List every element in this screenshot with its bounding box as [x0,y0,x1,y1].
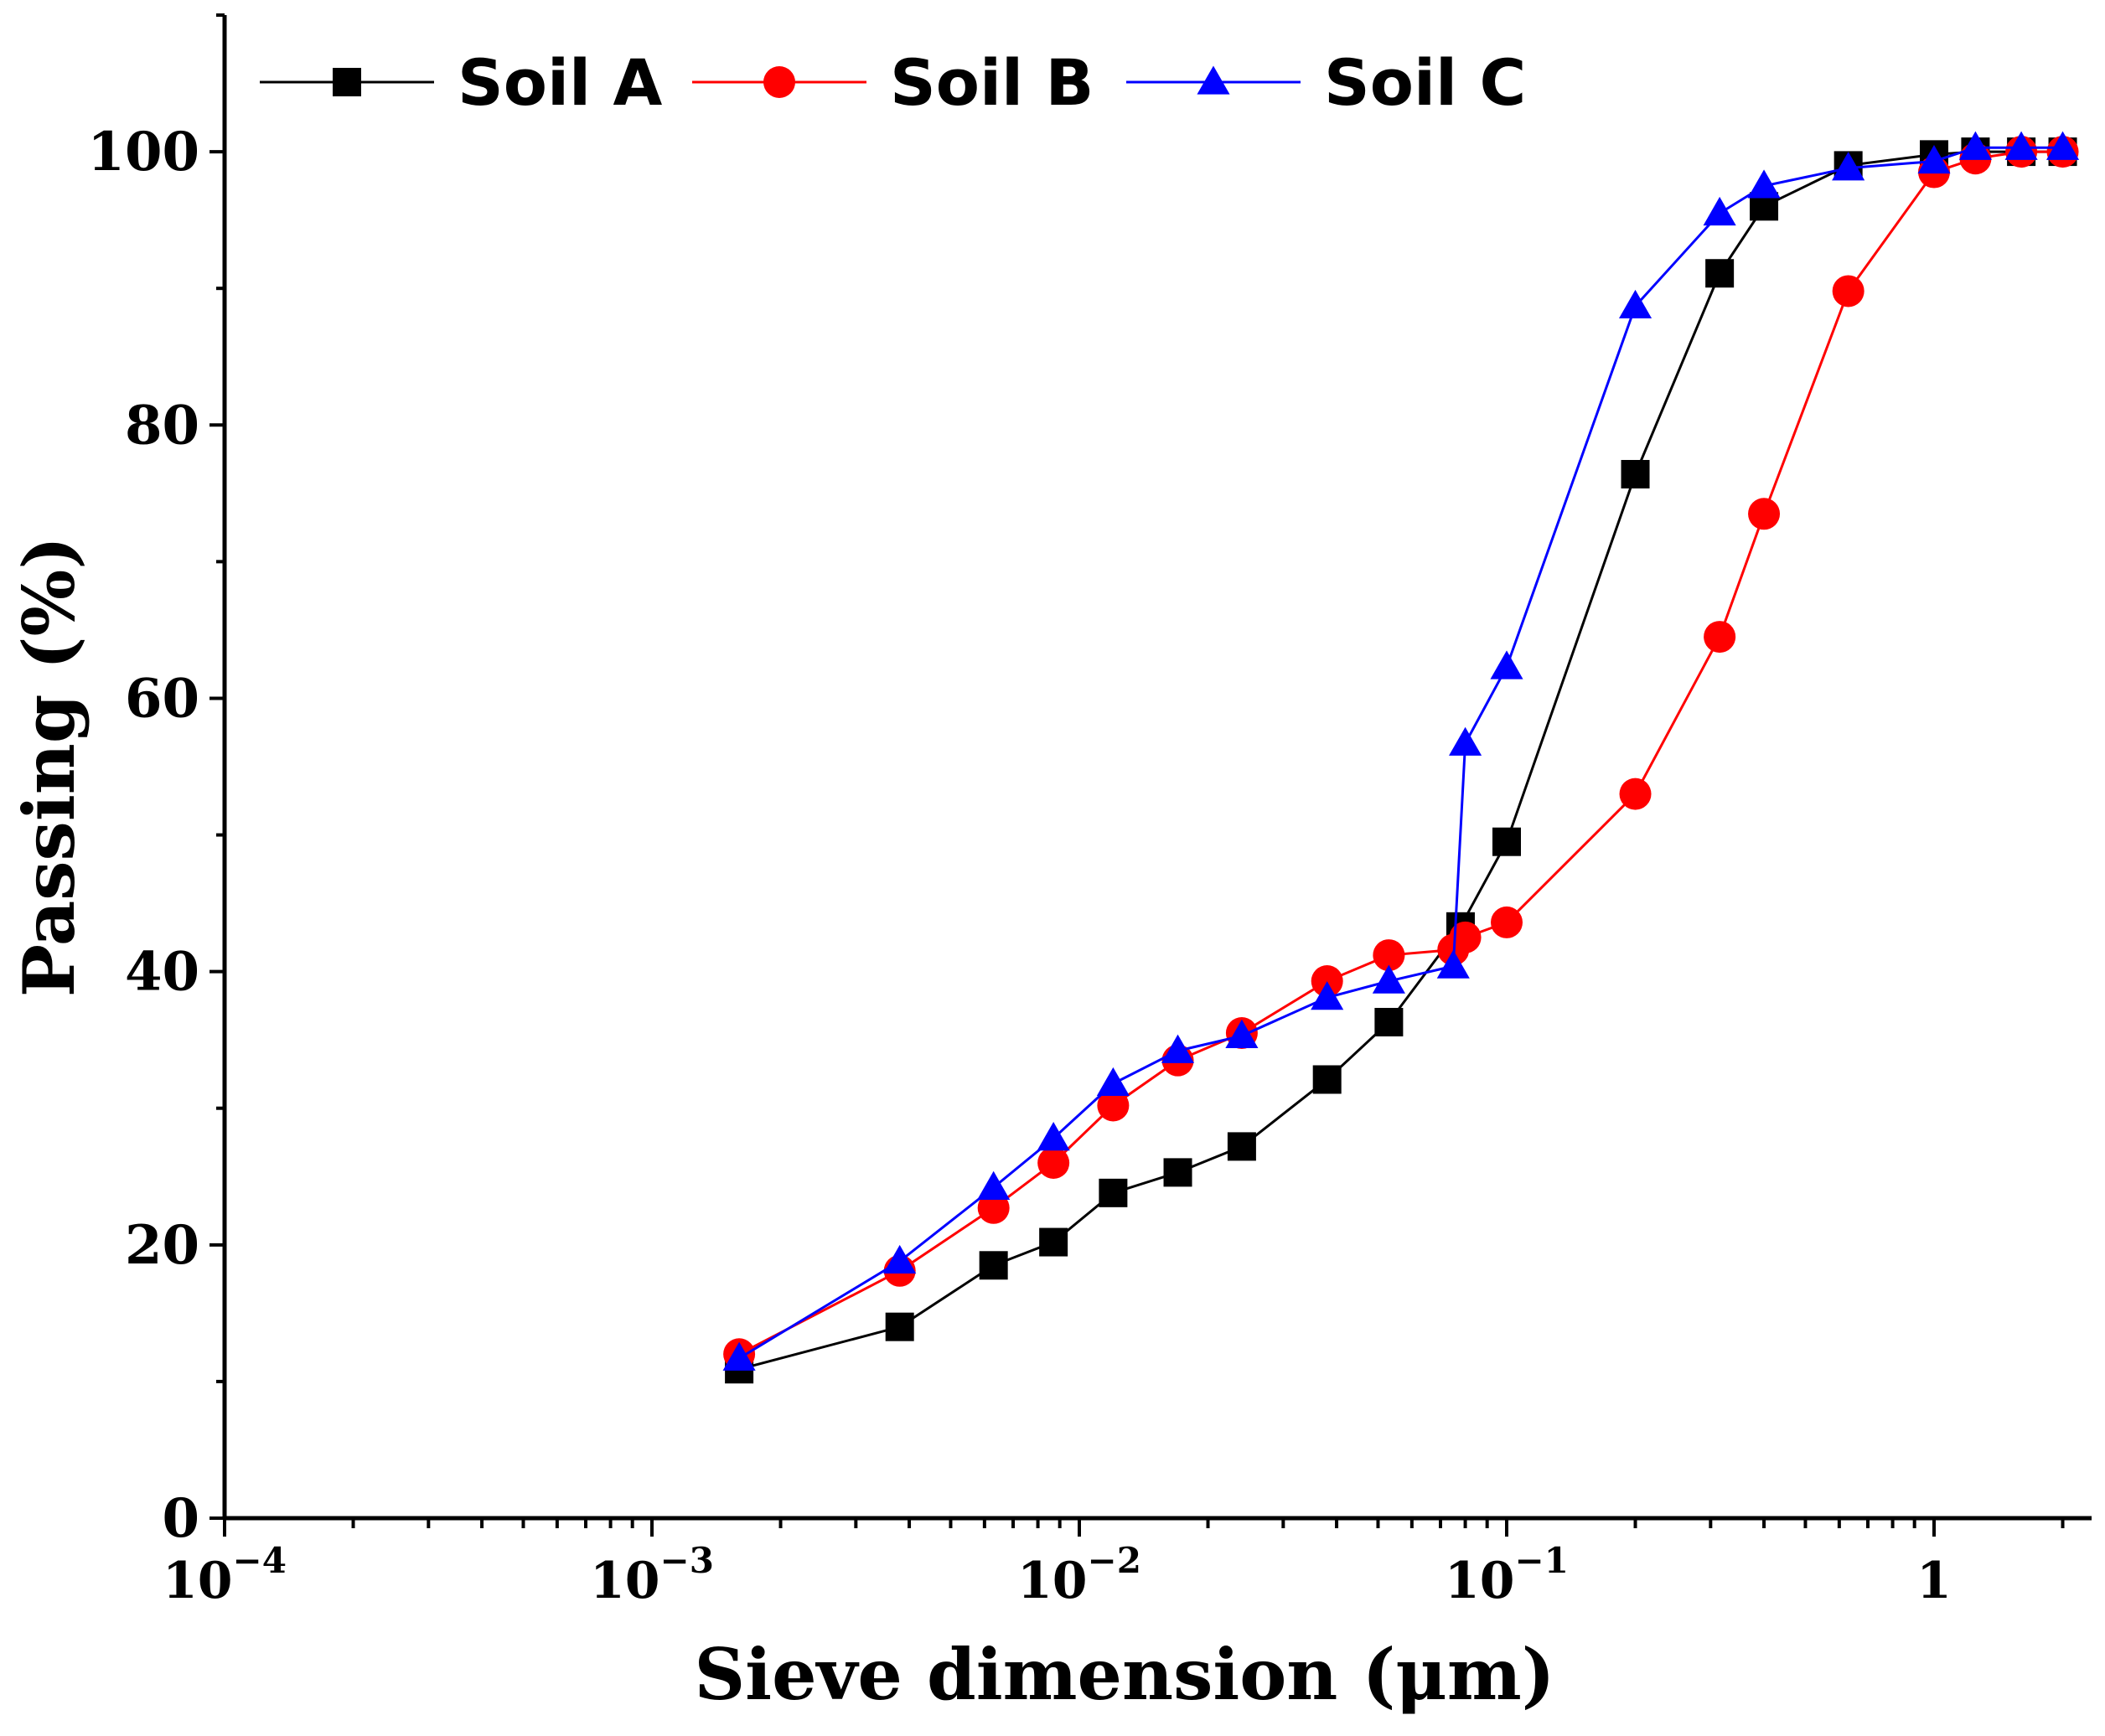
series-line [738,150,2063,1356]
data-point [1227,1132,1256,1161]
data-point [2004,131,2038,160]
x-tick-label: 10−3 [590,1540,714,1610]
data-point [883,1244,917,1274]
x-tick-label: 1 [1916,1552,1952,1610]
legend-item: Soil B [692,45,1094,120]
x-tick-label: 10−4 [163,1540,287,1610]
data-point [1311,965,1343,998]
series-group [722,131,2080,1384]
data-point [1618,289,1652,319]
legend-marker [333,68,361,96]
data-point [977,1191,1010,1224]
legend-marker [763,66,795,98]
data-point [1037,1146,1070,1179]
series-line [738,150,2063,1371]
data-point [1449,726,1482,756]
data-point [1703,196,1736,226]
data-point [1621,459,1650,488]
data-point [1374,1007,1404,1036]
y-tick-label: 0 [162,1487,199,1550]
data-point [1373,939,1405,972]
legend-item: Soil C [1126,45,1526,120]
data-point [1163,1158,1192,1187]
series-soil-c [722,131,2080,1371]
x-tick-label: 10−1 [1445,1540,1569,1610]
data-point [1832,275,1865,307]
data-point [1492,827,1521,856]
data-point [1099,1178,1128,1207]
data-point [722,1341,756,1371]
data-point [1958,131,1992,160]
data-point [1372,964,1405,994]
data-point [1436,949,1470,979]
data-point [1704,621,1736,654]
data-point [1748,498,1781,530]
data-point [1039,1227,1068,1257]
legend-label: Soil A [458,45,663,120]
y-tick-label: 40 [125,941,199,1004]
data-point [1225,1019,1259,1048]
series-soil-a [725,137,2077,1384]
legend: Soil A Soil B Soil C [260,45,1526,120]
x-axis-title: Sieve dimension (μm) [695,1633,1555,1716]
legend-label: Soil C [1324,45,1526,120]
data-point [977,1170,1011,1200]
data-point [1747,169,1781,199]
axes: 0 20 40 60 80 100 10−4 10−3 10−2 10−1 1 Sieve dimen… [8,13,2092,1716]
legend-label: Soil B [890,45,1094,120]
y-tick-label: 80 [125,394,199,457]
data-point [1832,152,1865,181]
series-soil-b [723,136,2079,1371]
data-point [1705,259,1735,288]
data-point [1161,1034,1195,1063]
data-point [1311,981,1344,1010]
data-point [1449,921,1482,953]
data-point [1491,906,1523,938]
data-point [1096,1067,1130,1097]
data-point [1312,1065,1342,1094]
y-tick-label: 20 [125,1214,199,1277]
series-line [738,146,2063,1360]
legend-item: Soil A [260,45,663,120]
data-point [2046,131,2080,160]
data-point [885,1312,914,1341]
y-axis-title: Passing (%) [8,536,91,997]
data-point [1917,144,1951,174]
y-tick-label: 100 [87,121,199,183]
x-tick-label: 10−2 [1017,1540,1141,1610]
data-point [1490,650,1523,679]
data-point [1097,1089,1130,1122]
legend-marker [1197,65,1230,95]
data-point [1037,1122,1070,1151]
y-tick-label: 60 [125,667,199,730]
data-point [979,1251,1008,1280]
data-point [1619,778,1652,810]
